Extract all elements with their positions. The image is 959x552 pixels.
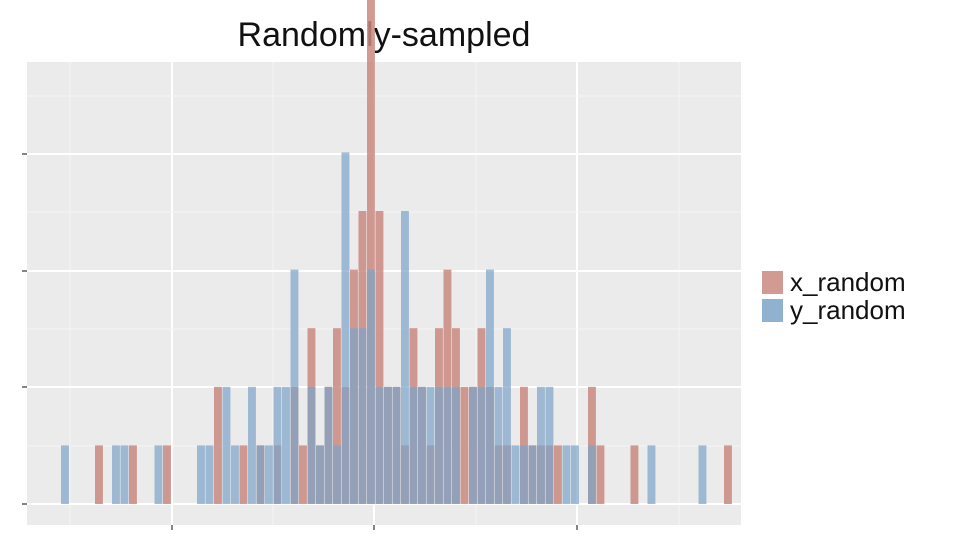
bar-y-random [520,445,528,504]
bar-y-random [418,386,426,504]
bar-y-random [443,386,452,504]
series-y-random [61,152,707,504]
legend-item-x-random: x_random [762,266,906,297]
legend-label-y-random: y_random [790,294,906,325]
bar-y-random [469,386,477,504]
bar-x-random [129,445,137,504]
bar-x-random [460,386,469,504]
bar-y-random [256,445,265,504]
bar-y-random [571,445,579,504]
bar-x-random [163,445,171,504]
bar-y-random [290,269,299,504]
bar-x-random [95,445,103,504]
bar-y-random [333,445,341,504]
bar-y-random [61,445,69,504]
legend-item-y-random: y_random [762,294,906,325]
bar-x-random [367,0,375,505]
bar-y-random [409,386,418,504]
bar-y-random [698,445,707,504]
bar-y-random [426,386,435,504]
bar-y-random [265,445,273,504]
bar-x-random [554,445,562,504]
bar-y-random [231,445,239,504]
bar-x-random [375,211,384,504]
bar-y-random [154,445,163,504]
bar-y-random [435,386,443,504]
bar-y-random [392,386,401,504]
bar-y-random [205,445,214,504]
bar-y-random [384,386,392,504]
bar-x-random [239,445,248,504]
bar-y-random [358,328,367,504]
bar-y-random [528,445,537,504]
legend-swatch-x-random [762,270,783,294]
bar-y-random [494,386,503,504]
bar-y-random [197,445,205,504]
bar-y-random [486,269,494,504]
bar-y-random [452,386,460,504]
bar-x-random [333,328,341,504]
bar-y-random [282,386,290,504]
bar-y-random [477,386,486,504]
bar-x-random [630,445,639,504]
bar-y-random [375,386,384,504]
bar-x-random [724,445,732,504]
bar-y-random [248,386,256,504]
bar-y-random [401,211,409,504]
chart-title: Randomly-sampled [237,16,531,54]
bar-x-random [214,386,222,504]
bar-y-random [588,445,596,504]
bar-x-random [596,445,605,504]
bar-y-random [545,386,554,504]
bar-y-random [562,445,571,504]
legend: x_random y_random [762,266,906,325]
bar-y-random [120,445,129,504]
legend-swatch-y-random [762,298,783,322]
axis-ticks [22,153,578,530]
bar-y-random [112,445,120,504]
bar-y-random [350,328,358,504]
bar-y-random [273,386,282,504]
bar-y-random [647,445,656,504]
bar-y-random [324,386,333,504]
bar-y-random [316,445,324,504]
bar-y-random [511,445,520,504]
legend-label-x-random: x_random [790,266,906,297]
bar-y-random [503,328,511,504]
bar-y-random [341,152,350,504]
bar-y-random [222,386,231,504]
bar-y-random [367,269,375,504]
bar-x-random [299,445,307,504]
bar-y-random [307,386,316,504]
bar-y-random [537,386,545,504]
